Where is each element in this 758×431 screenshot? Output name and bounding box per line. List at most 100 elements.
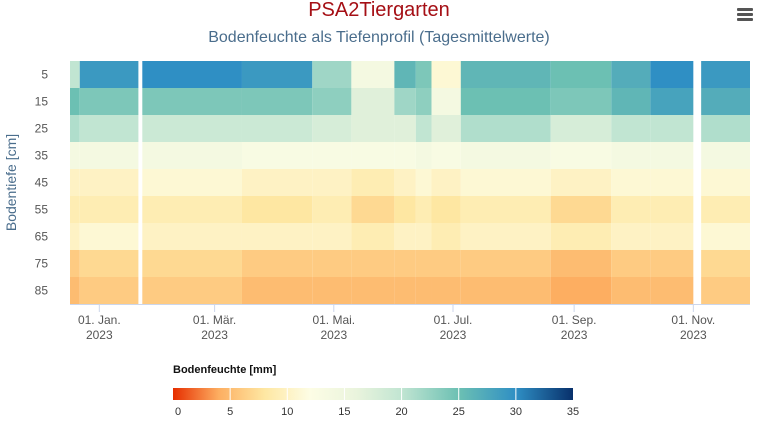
heatmap-cell (79, 88, 139, 115)
y-tick-label: 15 (35, 95, 49, 109)
heatmap-cell (70, 223, 80, 250)
heatmap-cell (431, 115, 461, 142)
x-tick-label-year: 2023 (440, 328, 467, 342)
x-tick-label: 01. Mai. (312, 313, 355, 327)
heatmap-cell (611, 61, 651, 88)
y-axis-title: Bodentiefe [cm] (3, 134, 19, 231)
heatmap-cell (241, 115, 313, 142)
heatmap-cell (650, 88, 694, 115)
heatmap-cell (394, 115, 416, 142)
heatmap-cell (312, 223, 352, 250)
y-tick-label: 25 (35, 122, 49, 136)
heatmap-cell (351, 142, 395, 169)
heatmap-cell (460, 142, 551, 169)
heatmap-cell (79, 250, 139, 277)
heatmap-cell (415, 61, 432, 88)
heatmap-cell (611, 142, 651, 169)
heatmap-cell (142, 88, 242, 115)
heatmap-cell (79, 169, 139, 196)
heatmap-cell (312, 169, 352, 196)
heatmap-cell (70, 142, 80, 169)
heatmap-cell (460, 169, 551, 196)
chart-subtitle: Bodenfeuchte als Tiefenprofil (Tagesmitt… (208, 29, 550, 46)
y-tick-label: 85 (35, 284, 49, 298)
heatmap-cell (312, 277, 352, 304)
heatmap-cell (460, 196, 551, 223)
x-tick-label: 01. Jul. (434, 313, 473, 327)
heatmap-cell (650, 250, 694, 277)
legend-tick-label: 0 (175, 406, 181, 418)
hamburger-menu-icon[interactable] (736, 7, 754, 23)
heatmap-cell (70, 115, 80, 142)
heatmap-cell (79, 142, 139, 169)
heatmap-cell (351, 169, 395, 196)
heatmap-cell (550, 223, 612, 250)
heatmap-cell (79, 115, 139, 142)
heatmap-cell (312, 142, 352, 169)
heatmap-cell (460, 88, 551, 115)
heatmap-cell (460, 61, 551, 88)
x-tick-label: 01. Sep. (552, 313, 597, 327)
heatmap-cell (241, 142, 313, 169)
legend-tick-label: 25 (453, 406, 465, 418)
heatmap-cell (351, 223, 395, 250)
heatmap-cell (79, 223, 139, 250)
heatmap-cell (415, 223, 432, 250)
heatmap-cell (650, 196, 694, 223)
heatmap-cell (394, 277, 416, 304)
heatmap-cell (142, 277, 242, 304)
heatmap-cell (611, 223, 651, 250)
heatmap-cell (312, 88, 352, 115)
heatmap-cell (415, 196, 432, 223)
heatmap-cell (351, 88, 395, 115)
heatmap-cell (70, 88, 80, 115)
heatmap-cells (70, 61, 750, 304)
heatmap-cell (431, 142, 461, 169)
heatmap-cell (351, 250, 395, 277)
heatmap-cell (550, 115, 612, 142)
heatmap-cell (611, 88, 651, 115)
heatmap-cell (460, 115, 551, 142)
heatmap-cell (351, 115, 395, 142)
heatmap-cell (394, 142, 416, 169)
heatmap-cell (460, 223, 551, 250)
heatmap-cell (701, 277, 750, 304)
heatmap-cell (431, 223, 461, 250)
heatmap-cell (142, 169, 242, 196)
heatmap-cell (241, 277, 313, 304)
x-tick-label-year: 2023 (561, 328, 588, 342)
heatmap-cell (394, 223, 416, 250)
heatmap-cell (650, 115, 694, 142)
heatmap-cell (611, 115, 651, 142)
heatmap-cell (79, 277, 139, 304)
heatmap-cell (611, 277, 651, 304)
heatmap-cell (701, 88, 750, 115)
heatmap-cell (142, 250, 242, 277)
x-tick-label-year: 2023 (680, 328, 707, 342)
heatmap-cell (312, 250, 352, 277)
heatmap-cell (351, 277, 395, 304)
heatmap-cell (394, 196, 416, 223)
heatmap-cell (70, 61, 80, 88)
heatmap-cell (415, 169, 432, 196)
heatmap-cell (241, 88, 313, 115)
heatmap-cell (611, 250, 651, 277)
heatmap-cell (312, 115, 352, 142)
color-legend-bar (173, 388, 573, 400)
heatmap-cell (415, 250, 432, 277)
x-tick-label: 01. Jan. (78, 313, 121, 327)
heatmap-cell (70, 277, 80, 304)
legend-tick-label: 15 (338, 406, 350, 418)
heatmap-cell (241, 61, 313, 88)
heatmap-cell (701, 142, 750, 169)
x-tick-label-year: 2023 (86, 328, 113, 342)
legend-tick-label: 35 (567, 406, 579, 418)
heatmap-cell (142, 142, 242, 169)
chart-title: PSA2Tiergarten (308, 0, 450, 21)
heatmap-cell (394, 169, 416, 196)
heatmap-cell (79, 61, 139, 88)
heatmap-cell (394, 61, 416, 88)
heatmap-cell (431, 277, 461, 304)
color-axis-title: Bodenfeuchte [mm] (173, 364, 277, 376)
